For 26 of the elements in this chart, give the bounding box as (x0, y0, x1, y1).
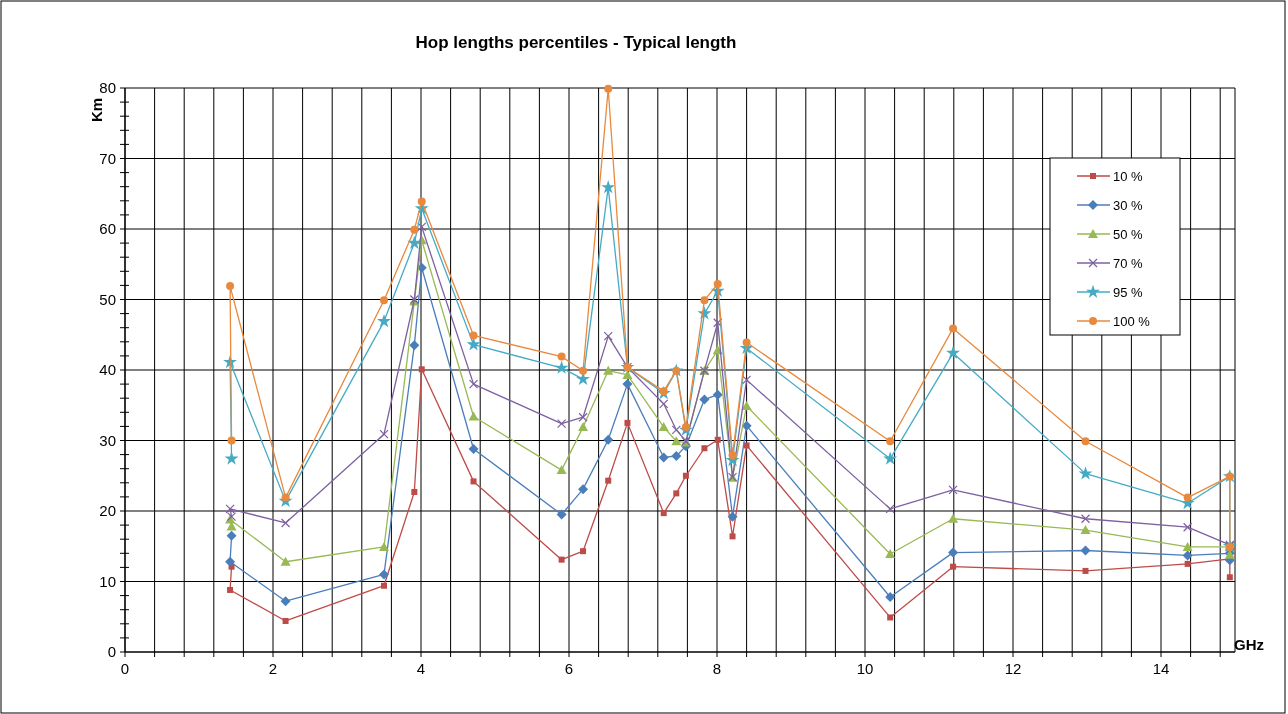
y-axis-title: Km (88, 97, 105, 123)
x-tick-label: 12 (1004, 660, 1022, 677)
y-tick-label: 50 (99, 290, 116, 308)
y-tick-label: 30 (99, 431, 116, 449)
x-tick-label: 14 (1152, 660, 1170, 677)
x-tick-label: 2 (268, 660, 278, 677)
chart-title: Hop lengths percentiles - Typical length (415, 33, 737, 52)
y-tick-label: 10 (99, 572, 116, 590)
y-tick-label: 20 (99, 502, 116, 520)
y-tick-label: 40 (99, 361, 116, 379)
x-tick-label: 6 (564, 660, 574, 677)
y-tick-label: 0 (107, 643, 116, 661)
legend-label: 100 % (1113, 313, 1151, 329)
x-tick-label: 4 (416, 660, 426, 677)
legend-label: 95 % (1113, 284, 1144, 300)
y-tick-label: 80 (99, 79, 116, 97)
legend-label: 30 % (1113, 197, 1144, 213)
x-tick-label: 0 (120, 660, 130, 677)
legend-label: 50 % (1113, 226, 1144, 242)
y-tick-label: 70 (99, 149, 116, 167)
legend-label: 10 % (1113, 168, 1144, 184)
y-tick-label: 60 (99, 220, 116, 238)
x-tick-label: 8 (712, 660, 722, 677)
x-axis-title: GHz (1234, 636, 1264, 653)
x-tick-label: 10 (856, 660, 874, 677)
legend-label: 70 % (1113, 255, 1144, 271)
